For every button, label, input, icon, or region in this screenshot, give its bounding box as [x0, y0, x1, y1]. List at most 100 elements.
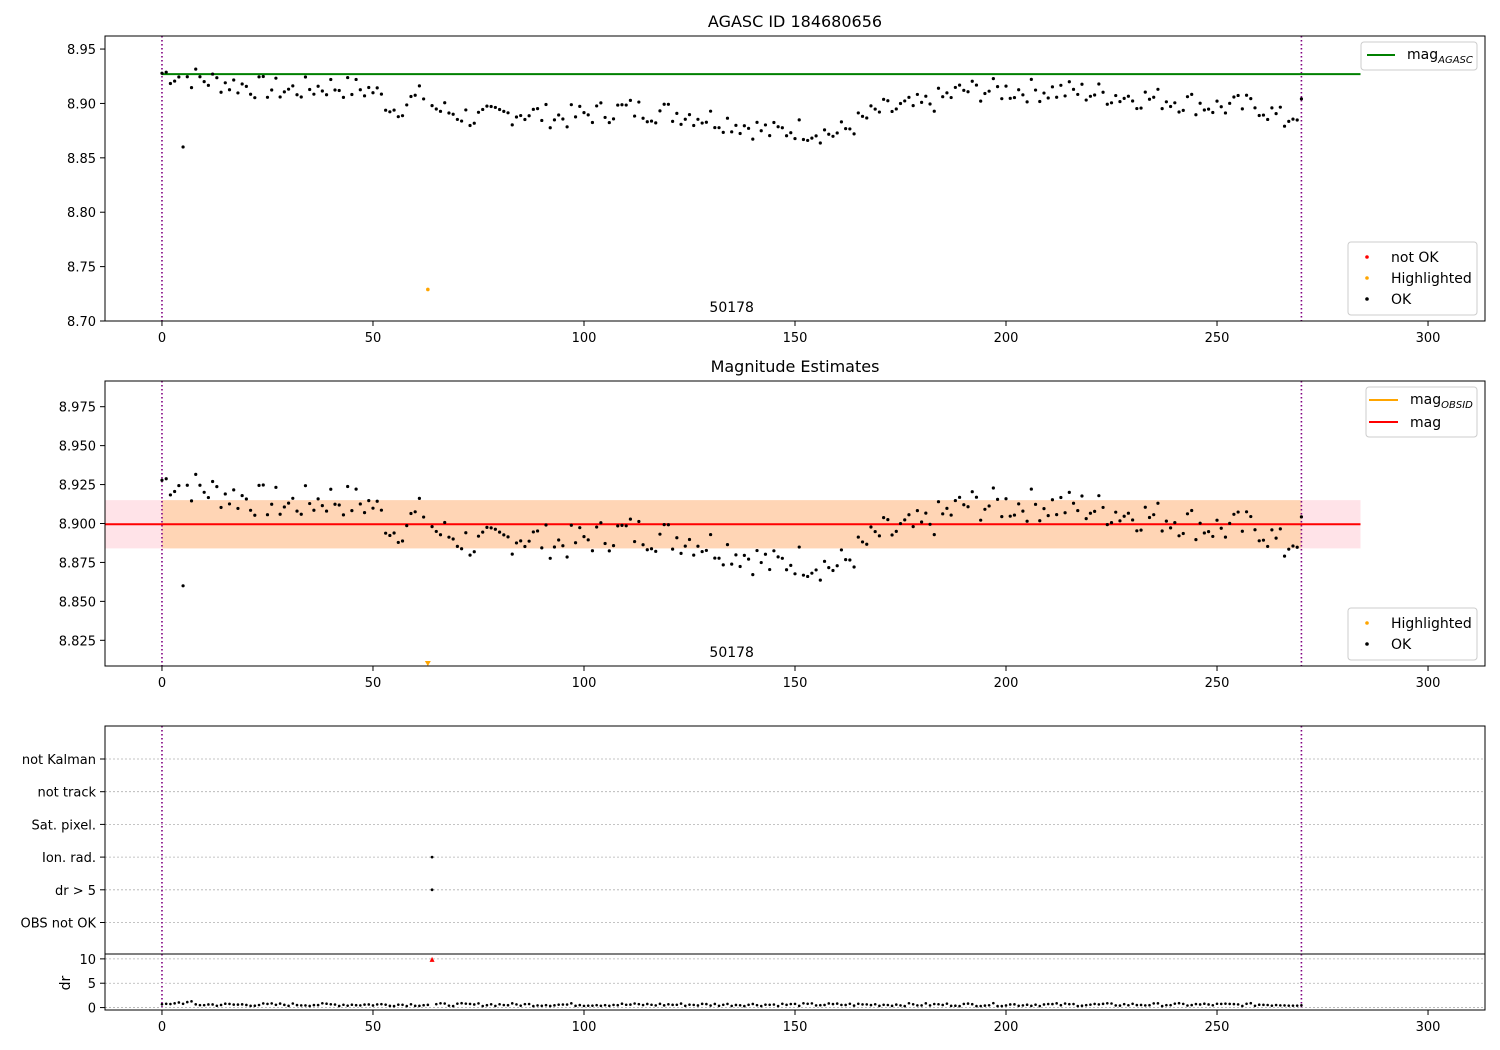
legend-marker	[1365, 642, 1369, 646]
data-point-ok	[1194, 538, 1198, 542]
dr-point	[1169, 1003, 1172, 1007]
dr-point	[726, 1002, 729, 1006]
data-point-ok	[337, 88, 341, 93]
legend-mag-label: mag	[1410, 415, 1441, 431]
data-point-ok	[1291, 117, 1295, 121]
data-point-ok	[396, 115, 400, 119]
data-point-ok	[535, 107, 540, 111]
data-point-ok	[211, 479, 215, 484]
data-point-ok	[527, 539, 531, 543]
data-point-ok	[1240, 529, 1244, 533]
data-point-ok	[308, 501, 312, 506]
data-point-ok	[1219, 105, 1223, 109]
data-point-ok	[1076, 92, 1080, 97]
dr-point	[793, 1002, 797, 1006]
data-point-ok	[173, 489, 177, 494]
y-tick-label: 8.850	[59, 595, 96, 610]
y-tick-label: 8.875	[59, 556, 96, 571]
dr-point	[894, 1003, 898, 1006]
data-point-ok	[362, 94, 367, 98]
panel-agasc-frame	[104, 35, 1486, 322]
data-point-ok	[611, 117, 616, 121]
data-point-ok	[995, 497, 1000, 501]
dr-point	[586, 1004, 590, 1007]
dr-point	[232, 1003, 236, 1006]
dr-point	[624, 1003, 628, 1007]
x-tick-label: 150	[783, 1020, 808, 1035]
legend-label: OK	[1391, 637, 1412, 653]
data-point-ok	[350, 509, 354, 513]
data-point-ok	[1000, 97, 1004, 101]
data-point-ok	[970, 79, 974, 83]
x-tick-label: 0	[158, 676, 166, 691]
data-point-ok	[1021, 93, 1025, 97]
dr-point	[696, 1004, 700, 1007]
dr-point	[1249, 1001, 1253, 1005]
data-point-ok	[582, 110, 586, 115]
data-point-ok	[949, 95, 953, 100]
data-point-ok	[198, 483, 202, 487]
data-point-ok	[932, 109, 936, 113]
dr-point	[1291, 1004, 1295, 1007]
data-point-ok	[890, 533, 894, 537]
data-point-ok	[295, 93, 299, 97]
data-point-ok	[1008, 514, 1012, 518]
data-point-ok	[818, 141, 822, 145]
dr-point	[764, 1003, 767, 1006]
dr-point	[536, 1004, 539, 1007]
data-point-ok	[886, 518, 890, 522]
dr-point	[198, 1003, 202, 1007]
data-point-ok	[329, 487, 333, 491]
dr-point	[992, 1001, 995, 1005]
data-point-ok	[780, 126, 784, 130]
data-point-ok	[852, 565, 856, 569]
legend-mag-obsid-label: magOBSID	[1410, 392, 1473, 411]
data-point-ok	[464, 108, 468, 112]
data-point-ok	[924, 94, 928, 98]
data-point-ok	[814, 568, 818, 572]
data-point-ok	[337, 503, 341, 507]
data-point-ok	[544, 102, 548, 107]
dr-point	[245, 1003, 248, 1007]
data-point-ok	[692, 553, 696, 557]
dr-point	[730, 1004, 733, 1008]
dr-point	[1165, 1003, 1168, 1007]
data-point-ok	[1025, 519, 1029, 523]
data-point-ok	[535, 529, 540, 533]
dr-point	[342, 1003, 345, 1007]
dr-point	[620, 1002, 624, 1006]
dr-point	[164, 1002, 168, 1006]
y-tick-label: 8.975	[59, 401, 96, 416]
dr-point	[1072, 1002, 1075, 1006]
dr-point	[1143, 1004, 1147, 1007]
data-point-ok	[941, 95, 945, 99]
data-point-ok	[772, 549, 776, 553]
data-point-ok	[1266, 117, 1270, 122]
legend-marker	[1365, 255, 1369, 259]
data-point-ok	[894, 529, 898, 533]
data-point-ok	[603, 115, 607, 120]
data-point-ok	[1261, 538, 1266, 542]
data-point-ok	[1177, 534, 1181, 538]
flag-row-label: dr > 5	[55, 884, 96, 899]
dr-point	[595, 1003, 598, 1007]
data-point-highlighted	[426, 287, 430, 292]
dr-point	[835, 1002, 839, 1005]
data-point-ok	[413, 93, 417, 97]
data-point-ok	[953, 498, 957, 503]
data-point-ok	[1118, 519, 1122, 523]
dr-point	[477, 1002, 480, 1005]
panel-agasc: AGASC ID 184680656 50178 0 50 100 150 200 250…	[67, 12, 1486, 346]
dr-point	[401, 1003, 404, 1007]
data-point-ok	[704, 548, 708, 553]
data-point-ok	[1156, 87, 1160, 91]
dr-point	[962, 1002, 966, 1006]
data-point-ok	[523, 544, 527, 549]
dr-point	[827, 1002, 831, 1005]
data-point-ok	[1206, 107, 1211, 111]
data-point-ok	[1164, 519, 1168, 523]
data-point-ok	[945, 506, 949, 510]
data-point-ok	[721, 563, 725, 567]
dr-point	[532, 1004, 535, 1008]
legend-agasc-label: magAGASC	[1407, 47, 1473, 66]
